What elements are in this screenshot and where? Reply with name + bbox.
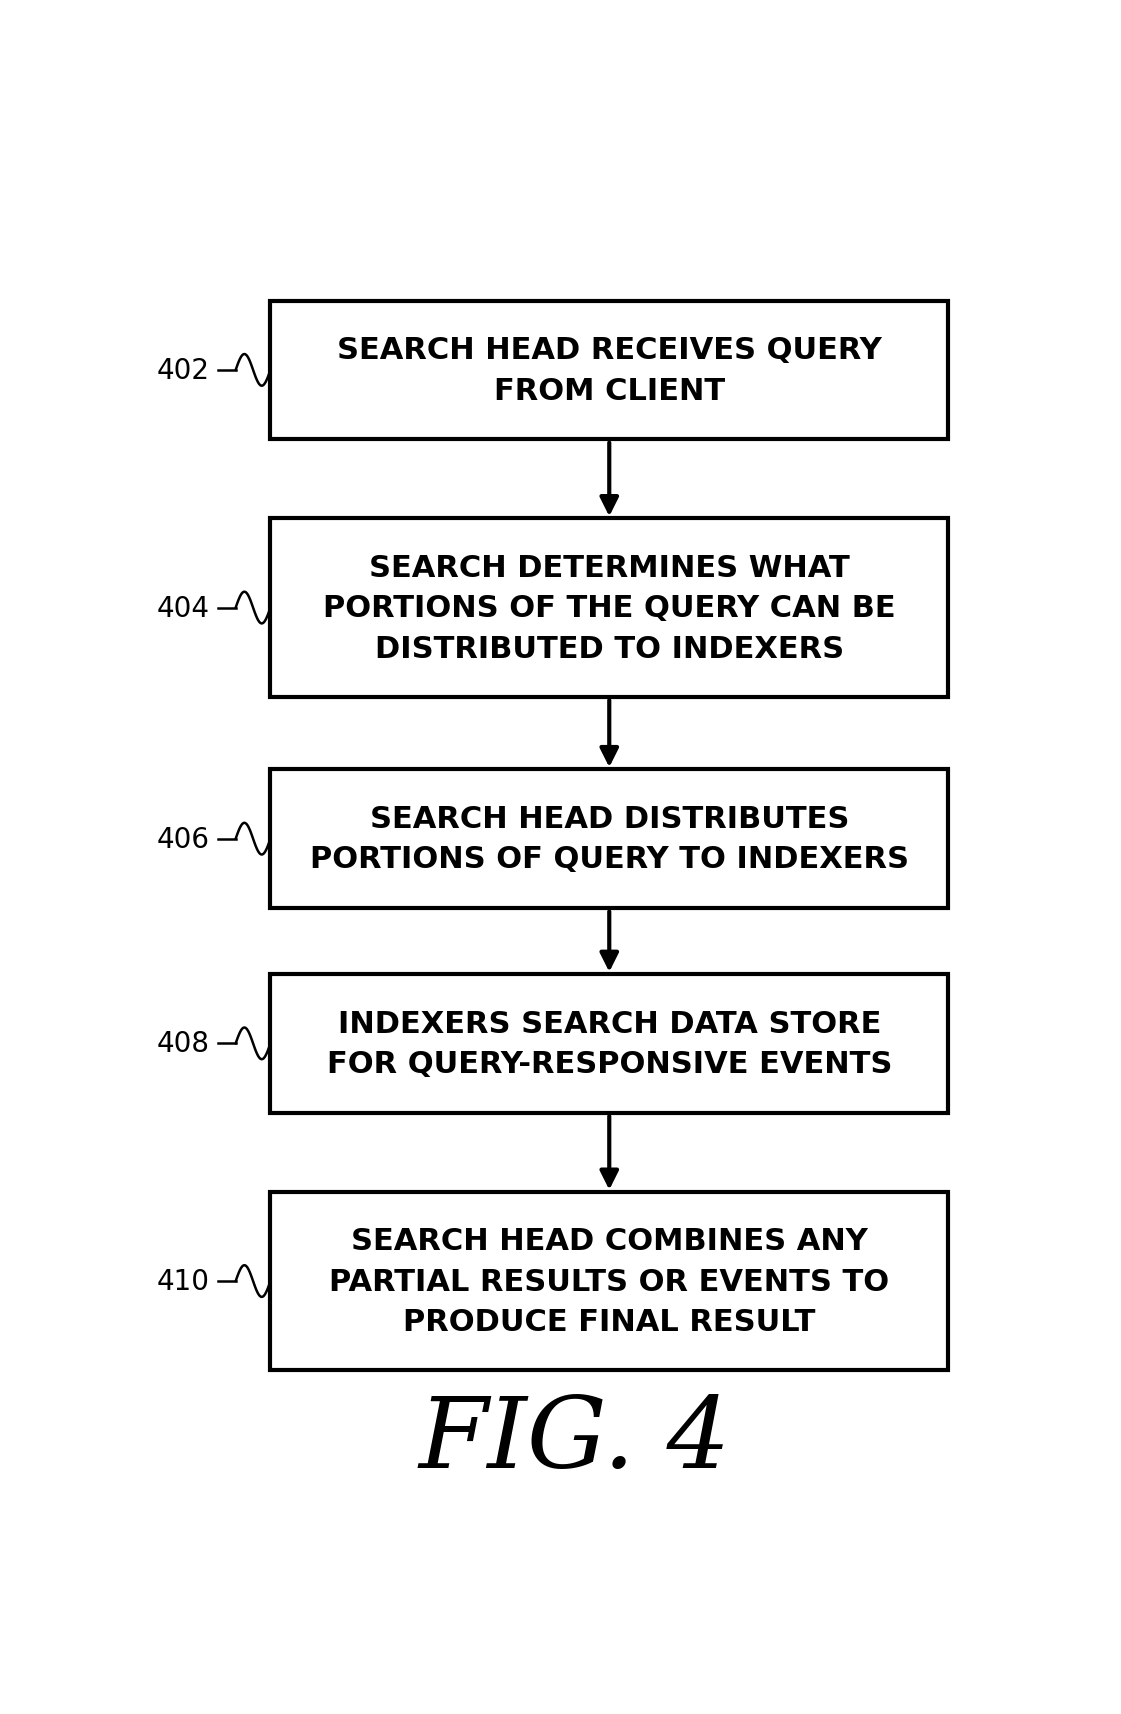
Text: 402: 402 — [157, 357, 210, 384]
Text: 408: 408 — [157, 1030, 210, 1058]
Text: SEARCH HEAD COMBINES ANY
PARTIAL RESULTS OR EVENTS TO
PRODUCE FINAL RESULT: SEARCH HEAD COMBINES ANY PARTIAL RESULTS… — [330, 1226, 889, 1337]
Text: SEARCH HEAD DISTRIBUTES
PORTIONS OF QUERY TO INDEXERS: SEARCH HEAD DISTRIBUTES PORTIONS OF QUER… — [309, 804, 909, 874]
Bar — [270, 302, 948, 440]
Bar — [270, 1193, 948, 1371]
Bar — [270, 975, 948, 1112]
Text: SEARCH HEAD RECEIVES QUERY
FROM CLIENT: SEARCH HEAD RECEIVES QUERY FROM CLIENT — [337, 336, 881, 406]
Text: 406: 406 — [157, 824, 210, 854]
Text: SEARCH DETERMINES WHAT
PORTIONS OF THE QUERY CAN BE
DISTRIBUTED TO INDEXERS: SEARCH DETERMINES WHAT PORTIONS OF THE Q… — [323, 554, 896, 663]
Bar — [270, 770, 948, 908]
Text: FIG. 4: FIG. 4 — [418, 1392, 731, 1488]
Text: INDEXERS SEARCH DATA STORE
FOR QUERY-RESPONSIVE EVENTS: INDEXERS SEARCH DATA STORE FOR QUERY-RES… — [326, 1010, 892, 1078]
Text: 410: 410 — [157, 1267, 210, 1296]
Bar — [270, 519, 948, 698]
Text: 404: 404 — [157, 595, 210, 622]
